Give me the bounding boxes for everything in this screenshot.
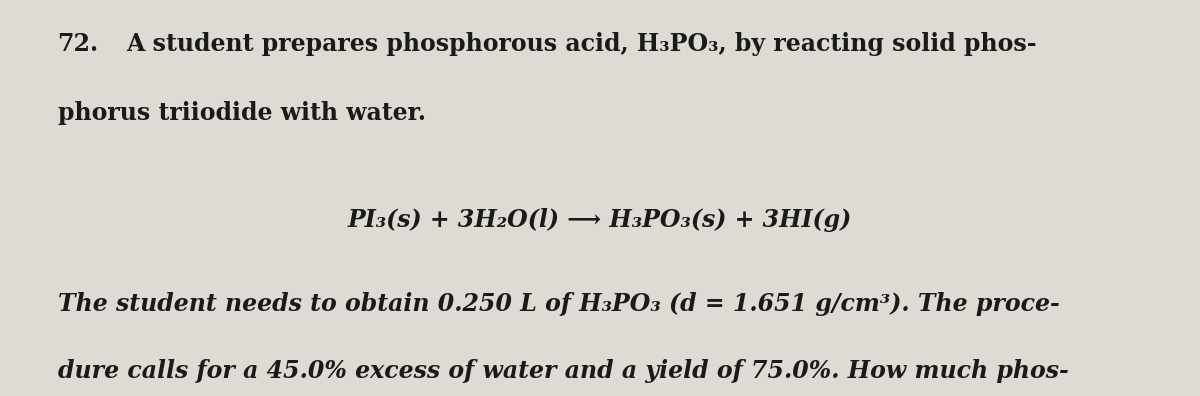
Text: A student prepares phosphorous acid, H₃PO₃, by reacting solid phos-: A student prepares phosphorous acid, H₃P… — [126, 32, 1037, 56]
Text: phorus triiodide with water.: phorus triiodide with water. — [58, 101, 426, 125]
Text: dure calls for a 45.0% excess of water and a yield of 75.0%. How much phos-: dure calls for a 45.0% excess of water a… — [58, 360, 1068, 383]
Text: The student needs to obtain 0.250 L of H₃PO₃ (d = 1.651 g/cm³). The proce-: The student needs to obtain 0.250 L of H… — [58, 291, 1060, 316]
Text: PI₃(s) + 3H₂O(l) ⟶ H₃PO₃(s) + 3HI(g): PI₃(s) + 3H₂O(l) ⟶ H₃PO₃(s) + 3HI(g) — [348, 208, 852, 232]
Text: 72.: 72. — [58, 32, 98, 56]
